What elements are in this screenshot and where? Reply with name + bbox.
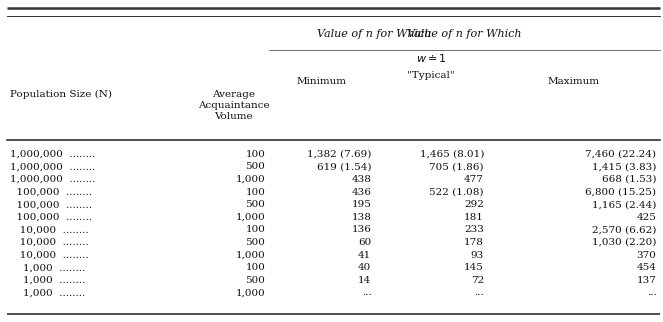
Text: 500: 500 bbox=[245, 200, 265, 209]
Text: 10,000  ........: 10,000 ........ bbox=[10, 251, 89, 260]
Text: 1,165 (2.44): 1,165 (2.44) bbox=[592, 200, 656, 209]
Text: 1,000  ........: 1,000 ........ bbox=[10, 276, 85, 285]
Text: 292: 292 bbox=[464, 200, 484, 209]
Text: 233: 233 bbox=[464, 225, 484, 234]
Text: 1,000: 1,000 bbox=[235, 251, 265, 260]
Text: 477: 477 bbox=[464, 175, 484, 184]
Text: 40: 40 bbox=[358, 263, 371, 272]
Text: 138: 138 bbox=[351, 213, 371, 222]
Text: 668 (1.53): 668 (1.53) bbox=[602, 175, 656, 184]
Text: Population Size (N): Population Size (N) bbox=[10, 90, 112, 99]
Text: 100,000  ........: 100,000 ........ bbox=[10, 200, 92, 209]
Text: 72: 72 bbox=[471, 276, 484, 285]
Text: 1,465 (8.01): 1,465 (8.01) bbox=[420, 150, 484, 159]
Text: 10,000  ........: 10,000 ........ bbox=[10, 225, 89, 234]
Text: 500: 500 bbox=[245, 276, 265, 285]
Text: Value of n for Which: Value of n for Which bbox=[407, 29, 521, 39]
Text: Maximum: Maximum bbox=[548, 77, 599, 86]
Text: 1,000: 1,000 bbox=[235, 213, 265, 222]
Text: 178: 178 bbox=[464, 238, 484, 247]
Text: "Typical": "Typical" bbox=[407, 71, 455, 80]
Text: $w \doteq 1$: $w \doteq 1$ bbox=[416, 52, 446, 64]
Text: 500: 500 bbox=[245, 162, 265, 171]
Text: 100,000  ........: 100,000 ........ bbox=[10, 187, 92, 196]
Text: 425: 425 bbox=[636, 213, 656, 222]
Text: 100: 100 bbox=[245, 187, 265, 196]
Text: 1,000  ........: 1,000 ........ bbox=[10, 263, 85, 272]
Text: 145: 145 bbox=[464, 263, 484, 272]
Text: 14: 14 bbox=[358, 276, 371, 285]
Text: ...: ... bbox=[361, 289, 371, 298]
Text: 195: 195 bbox=[351, 200, 371, 209]
Text: 436: 436 bbox=[351, 187, 371, 196]
Text: 100: 100 bbox=[245, 225, 265, 234]
Text: Minimum: Minimum bbox=[296, 77, 347, 86]
Text: 10,000  ........: 10,000 ........ bbox=[10, 238, 89, 247]
Text: 1,000,000  ........: 1,000,000 ........ bbox=[10, 162, 95, 171]
Text: 181: 181 bbox=[464, 213, 484, 222]
Text: ...: ... bbox=[646, 289, 656, 298]
Text: 1,000,000  ........: 1,000,000 ........ bbox=[10, 150, 95, 159]
Text: 454: 454 bbox=[636, 263, 656, 272]
Text: 137: 137 bbox=[636, 276, 656, 285]
Text: ...: ... bbox=[474, 289, 484, 298]
Text: 619 (1.54): 619 (1.54) bbox=[317, 162, 371, 171]
Text: 41: 41 bbox=[358, 251, 371, 260]
Text: 7,460 (22.24): 7,460 (22.24) bbox=[585, 150, 656, 159]
Text: 370: 370 bbox=[636, 251, 656, 260]
Text: 1,415 (3.83): 1,415 (3.83) bbox=[592, 162, 656, 171]
Text: 60: 60 bbox=[358, 238, 371, 247]
Text: 500: 500 bbox=[245, 238, 265, 247]
Text: Average
Acquaintance
Volume: Average Acquaintance Volume bbox=[198, 90, 270, 121]
Text: 705 (1.86): 705 (1.86) bbox=[430, 162, 484, 171]
Text: 100,000  ........: 100,000 ........ bbox=[10, 213, 92, 222]
Text: 1,000: 1,000 bbox=[235, 289, 265, 298]
Text: 1,030 (2.20): 1,030 (2.20) bbox=[592, 238, 656, 247]
Text: 1,000  ........: 1,000 ........ bbox=[10, 289, 85, 298]
Text: 2,570 (6.62): 2,570 (6.62) bbox=[592, 225, 656, 234]
Text: 438: 438 bbox=[351, 175, 371, 184]
Text: 6,800 (15.25): 6,800 (15.25) bbox=[585, 187, 656, 196]
Text: 1,000,000  ........: 1,000,000 ........ bbox=[10, 175, 95, 184]
Text: Value of n for Which: Value of n for Which bbox=[318, 29, 432, 39]
Text: 1,382 (7.69): 1,382 (7.69) bbox=[307, 150, 371, 159]
Text: 136: 136 bbox=[351, 225, 371, 234]
Text: 93: 93 bbox=[471, 251, 484, 260]
Text: 522 (1.08): 522 (1.08) bbox=[430, 187, 484, 196]
Text: 100: 100 bbox=[245, 150, 265, 159]
Text: 100: 100 bbox=[245, 263, 265, 272]
Text: 1,000: 1,000 bbox=[235, 175, 265, 184]
